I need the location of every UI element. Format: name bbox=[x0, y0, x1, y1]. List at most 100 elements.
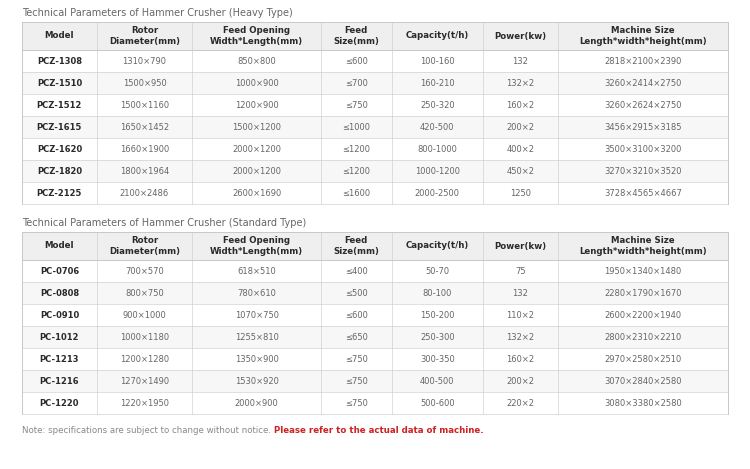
Text: ≤750: ≤750 bbox=[345, 100, 368, 109]
Text: 1070×750: 1070×750 bbox=[235, 310, 279, 319]
Text: 700×570: 700×570 bbox=[125, 266, 164, 275]
Text: 3456×2915×3185: 3456×2915×3185 bbox=[604, 122, 682, 131]
Text: 1660×1900: 1660×1900 bbox=[120, 144, 170, 153]
Text: 132: 132 bbox=[512, 56, 528, 66]
Text: 1200×1280: 1200×1280 bbox=[120, 355, 169, 363]
Text: Feed
Size(mm): Feed Size(mm) bbox=[333, 26, 380, 45]
Text: Please refer to the actual data of machine.: Please refer to the actual data of machi… bbox=[274, 426, 483, 435]
Text: PCZ-1820: PCZ-1820 bbox=[37, 166, 82, 175]
Text: 1350×900: 1350×900 bbox=[235, 355, 278, 363]
Text: 75: 75 bbox=[515, 266, 526, 275]
Text: 2000×1200: 2000×1200 bbox=[232, 166, 281, 175]
Text: 800×750: 800×750 bbox=[125, 288, 164, 297]
Text: Machine Size
Length*width*height(mm): Machine Size Length*width*height(mm) bbox=[579, 236, 706, 256]
Text: PC-0910: PC-0910 bbox=[40, 310, 79, 319]
Bar bbox=[22, 182, 728, 204]
Text: Machine Size
Length*width*height(mm): Machine Size Length*width*height(mm) bbox=[579, 26, 706, 45]
Text: 1000×1180: 1000×1180 bbox=[120, 333, 169, 341]
Text: Feed Opening
Width*Length(mm): Feed Opening Width*Length(mm) bbox=[210, 236, 303, 256]
Text: 3080×3380×2580: 3080×3380×2580 bbox=[604, 399, 682, 408]
Text: 1200×900: 1200×900 bbox=[235, 100, 278, 109]
Bar bbox=[22, 138, 728, 160]
Text: 2100×2486: 2100×2486 bbox=[120, 189, 170, 197]
Bar bbox=[22, 160, 728, 182]
Text: 1500×950: 1500×950 bbox=[123, 78, 166, 88]
Text: 1000-1200: 1000-1200 bbox=[415, 166, 460, 175]
Text: 1220×1950: 1220×1950 bbox=[120, 399, 169, 408]
Text: 500-600: 500-600 bbox=[420, 399, 454, 408]
Text: 2280×1790×1670: 2280×1790×1670 bbox=[604, 288, 682, 297]
Text: 618×510: 618×510 bbox=[237, 266, 276, 275]
Text: ≤750: ≤750 bbox=[345, 399, 368, 408]
Bar bbox=[22, 304, 728, 326]
Text: 420-500: 420-500 bbox=[420, 122, 454, 131]
Bar bbox=[22, 370, 728, 392]
Text: 780×610: 780×610 bbox=[237, 288, 276, 297]
Text: 3260×2624×2750: 3260×2624×2750 bbox=[604, 100, 682, 109]
Text: ≤400: ≤400 bbox=[345, 266, 368, 275]
Text: 300-350: 300-350 bbox=[420, 355, 454, 363]
Bar bbox=[22, 260, 728, 282]
Text: 3270×3210×3520: 3270×3210×3520 bbox=[604, 166, 682, 175]
Text: 110×2: 110×2 bbox=[506, 310, 534, 319]
Text: PC-1216: PC-1216 bbox=[40, 377, 80, 386]
Bar bbox=[22, 72, 728, 94]
Text: 2800×2310×2210: 2800×2310×2210 bbox=[604, 333, 682, 341]
Text: Power(kw): Power(kw) bbox=[494, 242, 547, 250]
Text: 1650×1452: 1650×1452 bbox=[120, 122, 169, 131]
Text: 132×2: 132×2 bbox=[506, 333, 535, 341]
Text: ≤1200: ≤1200 bbox=[342, 166, 370, 175]
Text: 132: 132 bbox=[512, 288, 528, 297]
Text: Rotor
Diameter(mm): Rotor Diameter(mm) bbox=[109, 236, 180, 256]
Text: ≤500: ≤500 bbox=[345, 288, 368, 297]
Text: Capacity(t/h): Capacity(t/h) bbox=[406, 31, 469, 40]
Text: 150-200: 150-200 bbox=[420, 310, 454, 319]
Bar bbox=[22, 326, 728, 348]
Text: PC-0808: PC-0808 bbox=[40, 288, 79, 297]
Text: 3070×2840×2580: 3070×2840×2580 bbox=[604, 377, 682, 386]
Text: 800-1000: 800-1000 bbox=[417, 144, 458, 153]
Text: Capacity(t/h): Capacity(t/h) bbox=[406, 242, 469, 250]
Text: 1800×1964: 1800×1964 bbox=[120, 166, 170, 175]
Text: 3728×4565×4667: 3728×4565×4667 bbox=[604, 189, 682, 197]
Text: ≤1600: ≤1600 bbox=[342, 189, 370, 197]
Text: 450×2: 450×2 bbox=[506, 166, 534, 175]
Text: PC-0706: PC-0706 bbox=[40, 266, 79, 275]
Text: ≤1200: ≤1200 bbox=[342, 144, 370, 153]
Text: 3500×3100×3200: 3500×3100×3200 bbox=[604, 144, 682, 153]
Bar bbox=[22, 232, 728, 260]
Text: 2000×900: 2000×900 bbox=[235, 399, 278, 408]
Text: Rotor
Diameter(mm): Rotor Diameter(mm) bbox=[109, 26, 180, 45]
Text: Technical Parameters of Hammer Crusher (Standard Type): Technical Parameters of Hammer Crusher (… bbox=[22, 218, 306, 228]
Text: 2600×2200×1940: 2600×2200×1940 bbox=[604, 310, 682, 319]
Text: 1250: 1250 bbox=[510, 189, 531, 197]
Bar bbox=[22, 282, 728, 304]
Text: PC-1012: PC-1012 bbox=[40, 333, 80, 341]
Text: Power(kw): Power(kw) bbox=[494, 31, 547, 40]
Text: ≤650: ≤650 bbox=[345, 333, 368, 341]
Text: 250-320: 250-320 bbox=[420, 100, 454, 109]
Text: PCZ-1510: PCZ-1510 bbox=[37, 78, 82, 88]
Bar bbox=[22, 94, 728, 116]
Text: 400-500: 400-500 bbox=[420, 377, 454, 386]
Text: PCZ-2125: PCZ-2125 bbox=[37, 189, 82, 197]
Text: 2818×2100×2390: 2818×2100×2390 bbox=[604, 56, 682, 66]
Text: PCZ-1615: PCZ-1615 bbox=[37, 122, 82, 131]
Bar bbox=[22, 50, 728, 72]
Text: PCZ-1512: PCZ-1512 bbox=[37, 100, 82, 109]
Text: 100-160: 100-160 bbox=[420, 56, 454, 66]
Text: ≤600: ≤600 bbox=[345, 310, 368, 319]
Text: Note: specifications are subject to change without notice.: Note: specifications are subject to chan… bbox=[22, 426, 274, 435]
Text: PC-1220: PC-1220 bbox=[40, 399, 80, 408]
Text: 1310×790: 1310×790 bbox=[122, 56, 166, 66]
Text: 200×2: 200×2 bbox=[506, 122, 534, 131]
Text: 160×2: 160×2 bbox=[506, 100, 535, 109]
Text: ≤750: ≤750 bbox=[345, 355, 368, 363]
Bar bbox=[22, 22, 728, 50]
Text: Feed Opening
Width*Length(mm): Feed Opening Width*Length(mm) bbox=[210, 26, 303, 45]
Text: Technical Parameters of Hammer Crusher (Heavy Type): Technical Parameters of Hammer Crusher (… bbox=[22, 8, 292, 18]
Text: 1500×1200: 1500×1200 bbox=[232, 122, 281, 131]
Bar bbox=[22, 348, 728, 370]
Text: 50-70: 50-70 bbox=[425, 266, 449, 275]
Text: Feed
Size(mm): Feed Size(mm) bbox=[333, 236, 380, 256]
